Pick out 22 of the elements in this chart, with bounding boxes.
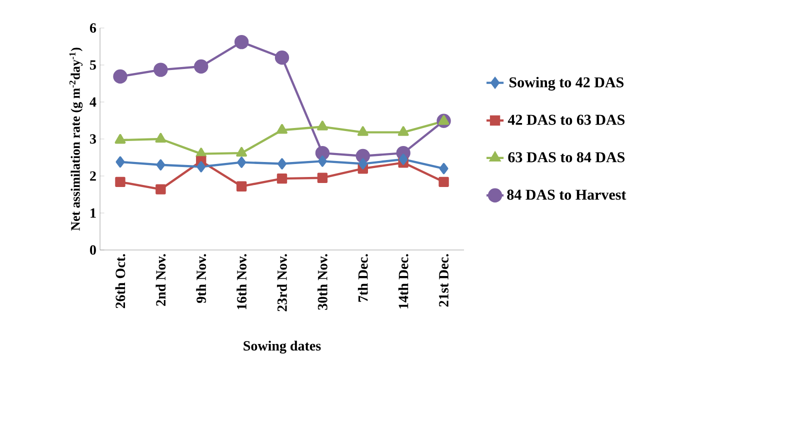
legend-label: 84 DAS to Harvest xyxy=(507,190,626,200)
x-tick-label: 23rd Nov. xyxy=(277,254,287,312)
x-tick-label: 21st Dec. xyxy=(439,254,449,307)
x-tick-label: 30th Nov. xyxy=(317,254,328,310)
x-tick-label: 2nd Nov. xyxy=(156,254,166,306)
x-axis-title: Sowing dates xyxy=(244,340,321,354)
x-tick-label: 9th Nov. xyxy=(196,254,206,303)
y-tick-label: 0 xyxy=(90,245,96,255)
x-tick-label: 14th Dec. xyxy=(398,254,408,308)
y-tick-label: 6 xyxy=(90,23,96,33)
y-tick-label: 3 xyxy=(90,134,96,144)
x-tick-label: 16th Nov. xyxy=(236,254,247,310)
y-tick-label: 1 xyxy=(90,208,96,218)
x-tick-label: 26th Oct. xyxy=(115,254,126,308)
y-tick-label: 5 xyxy=(90,60,96,70)
y-tick-label: 2 xyxy=(90,171,96,181)
x-tick-label: 7th Dec. xyxy=(358,254,368,302)
legend-label: 63 DAS to 84 DAS xyxy=(508,152,625,162)
legend-label: 42 DAS to 63 DAS xyxy=(508,114,625,125)
legend-label: Sowing to 42 DAS xyxy=(510,76,624,91)
y-tick-label: 4 xyxy=(90,97,96,107)
y-axis-title: Net assimilation rate (g m$^{-2}$day$^{-1}$) xyxy=(69,48,83,231)
